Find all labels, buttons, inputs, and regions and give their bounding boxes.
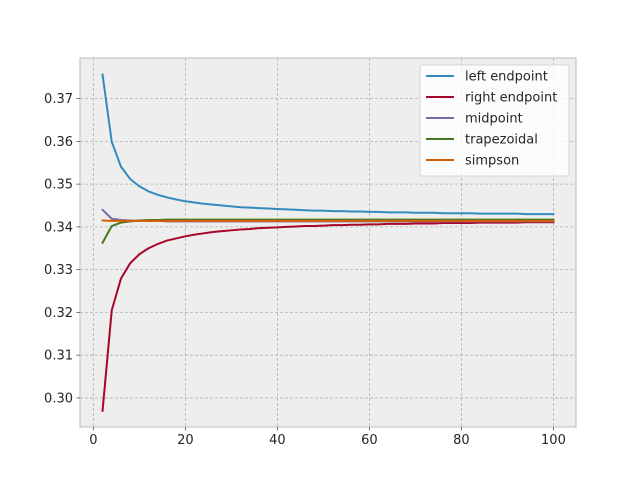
x-tick-label: 100 [541,433,566,448]
plot-frame [79,57,577,428]
series-line-trapezoidal [101,218,555,245]
y-tick-label: 0.36 [44,135,73,150]
series-line-left-endpoint [101,73,555,216]
x-tick-label: 80 [453,433,470,448]
y-gridlines [80,98,576,399]
legend-label: trapezoidal [465,133,538,148]
y-tick-label: 0.34 [44,220,73,235]
legend-label: right endpoint [465,91,557,106]
x-tick-label: 60 [361,433,378,448]
legend-label: simpson [465,154,519,169]
y-tick-label: 0.35 [44,178,73,193]
y-axis: 0.30 0.31 0.32 0.33 0.34 0.35 0.36 0.37 [44,92,80,406]
series-line-right-endpoint [101,221,555,412]
x-axis: 0 20 40 60 80 100 [89,427,566,448]
x-tick-label: 0 [89,433,97,448]
y-tick-label: 0.32 [44,306,73,321]
legend: left endpoint right endpoint midpoint trape… [419,64,570,177]
y-tick-label: 0.33 [44,263,73,278]
x-tick-label: 40 [269,433,286,448]
x-tick-label: 20 [177,433,194,448]
legend-label: left endpoint [465,70,548,85]
y-tick-label: 0.31 [44,349,73,364]
series-lines [101,73,555,412]
legend-label: midpoint [465,112,523,127]
legend-box [419,64,570,177]
y-tick-label: 0.37 [44,92,73,107]
y-tick-label: 0.30 [44,391,73,406]
